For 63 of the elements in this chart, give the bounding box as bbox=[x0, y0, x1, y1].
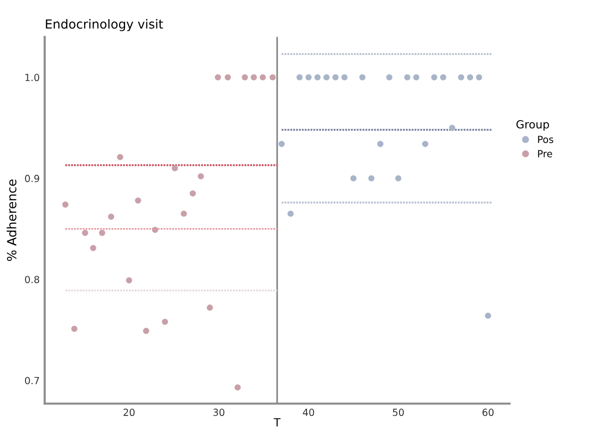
point bbox=[466, 74, 474, 80]
point bbox=[359, 74, 366, 80]
x-tick-label: 60 bbox=[482, 408, 494, 416]
point bbox=[206, 304, 213, 311]
point bbox=[368, 175, 374, 182]
point bbox=[270, 74, 276, 80]
point bbox=[90, 244, 96, 252]
point bbox=[386, 74, 392, 80]
point bbox=[143, 328, 150, 334]
point bbox=[458, 74, 464, 80]
point bbox=[250, 74, 257, 80]
point bbox=[82, 230, 88, 236]
x-tick-label: 20 bbox=[124, 408, 135, 416]
point bbox=[305, 74, 312, 80]
chart-title: Endocrinology visit bbox=[46, 19, 164, 32]
point bbox=[99, 230, 106, 236]
legend-label: Pre bbox=[538, 150, 552, 158]
y-axis-title: % Adherence bbox=[6, 180, 16, 261]
y-tick-label: 0.9 bbox=[25, 174, 40, 182]
point bbox=[172, 165, 178, 172]
point bbox=[484, 312, 492, 319]
x-tick-label: 40 bbox=[302, 408, 314, 416]
y-tick-label: 0.8 bbox=[25, 276, 40, 284]
point bbox=[198, 173, 204, 180]
point bbox=[214, 74, 222, 80]
point bbox=[350, 175, 357, 182]
point bbox=[152, 226, 158, 233]
point bbox=[71, 326, 78, 332]
point bbox=[395, 175, 402, 182]
point bbox=[260, 74, 266, 80]
x-axis-title: T bbox=[274, 418, 281, 426]
point bbox=[413, 74, 420, 80]
point bbox=[377, 140, 384, 148]
point bbox=[190, 190, 196, 197]
point bbox=[180, 210, 187, 217]
y-tick-label: 1.0 bbox=[25, 74, 40, 82]
point bbox=[449, 124, 456, 131]
point bbox=[314, 74, 321, 80]
point bbox=[404, 74, 410, 80]
point bbox=[126, 277, 132, 284]
point bbox=[323, 74, 330, 80]
y-tick-label: 0.7 bbox=[25, 376, 40, 384]
point bbox=[296, 74, 303, 80]
point bbox=[116, 154, 124, 160]
point bbox=[62, 201, 68, 208]
point bbox=[242, 74, 248, 80]
point bbox=[341, 74, 348, 80]
point bbox=[278, 140, 285, 148]
point bbox=[162, 318, 168, 325]
point bbox=[288, 210, 294, 217]
point bbox=[476, 74, 482, 80]
point bbox=[108, 214, 114, 220]
point bbox=[134, 197, 142, 204]
point bbox=[332, 74, 339, 80]
point bbox=[422, 140, 428, 148]
x-tick-label: 30 bbox=[213, 408, 224, 416]
point bbox=[224, 74, 231, 80]
legend-label: Pos bbox=[538, 136, 554, 144]
point bbox=[431, 74, 438, 80]
x-tick-label: 50 bbox=[392, 408, 404, 416]
point bbox=[440, 74, 446, 80]
legend-title: Group bbox=[516, 120, 550, 131]
point bbox=[234, 384, 241, 391]
